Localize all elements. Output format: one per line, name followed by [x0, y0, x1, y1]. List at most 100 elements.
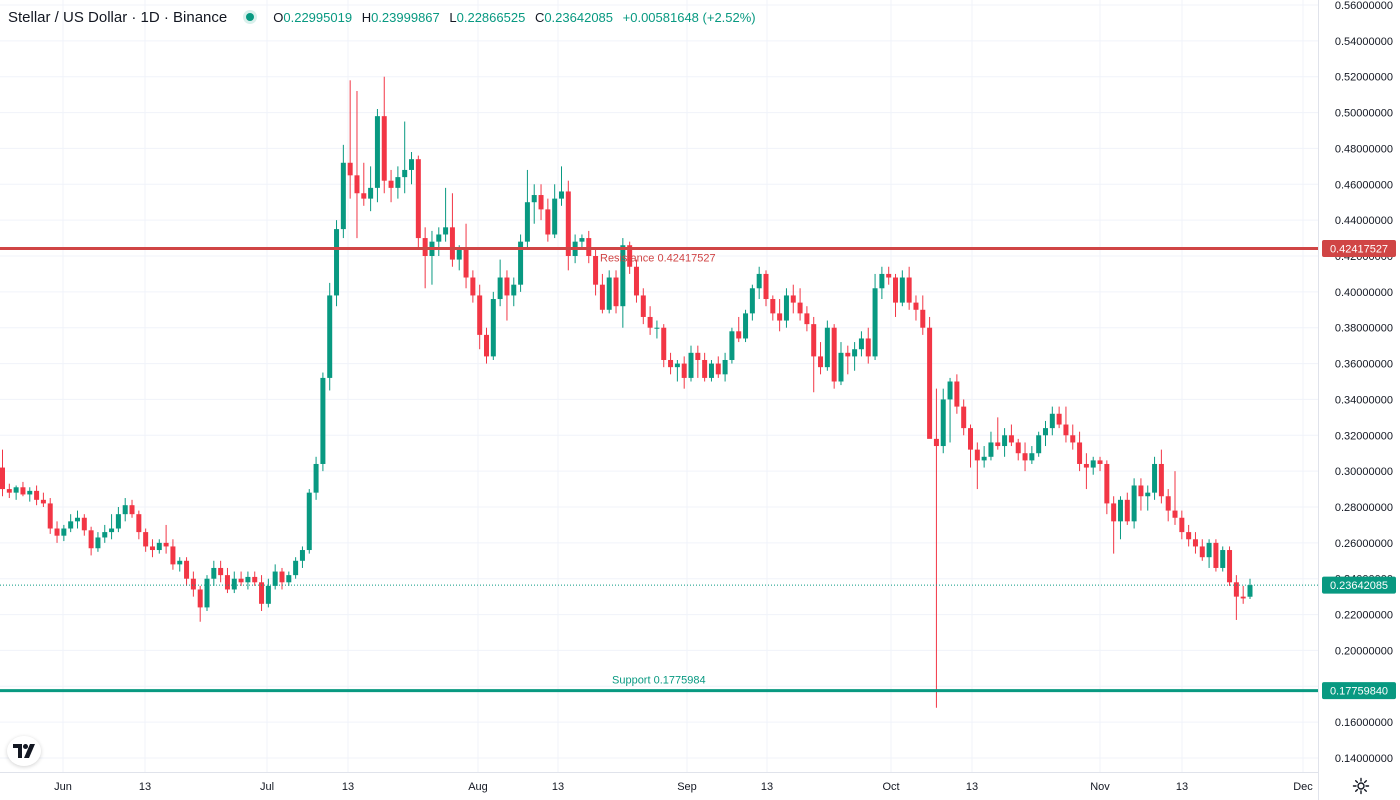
candle: [115, 507, 121, 533]
candle-body: [20, 487, 26, 495]
candle: [1049, 406, 1055, 436]
candle-body: [354, 175, 360, 194]
candle-body: [633, 266, 639, 296]
candle: [654, 320, 660, 339]
candle-body: [40, 499, 46, 504]
gear-icon[interactable]: [1352, 777, 1370, 795]
candle: [790, 284, 796, 314]
candle-body: [558, 191, 564, 199]
candle-body: [436, 234, 442, 242]
candle: [824, 320, 830, 371]
candle-body: [715, 363, 721, 375]
candle: [1042, 420, 1048, 447]
candle-body: [920, 309, 926, 328]
candle-body: [1179, 517, 1185, 533]
price-tick-label: 0.50000000: [1335, 108, 1393, 120]
candle-body: [736, 331, 742, 339]
candle: [190, 571, 196, 597]
candle: [1124, 492, 1130, 525]
candle: [940, 388, 946, 454]
candle-body: [395, 177, 401, 188]
candle: [756, 266, 762, 300]
candle: [1145, 485, 1151, 511]
candle: [749, 284, 755, 321]
high-value: 0.23999867: [371, 9, 440, 25]
candle-body: [122, 505, 128, 515]
candle-body: [620, 245, 626, 307]
candle-body: [102, 532, 108, 538]
low-value: 0.22866525: [456, 9, 526, 25]
candle: [518, 234, 524, 292]
candle-body: [722, 359, 728, 375]
candle-body: [306, 492, 312, 551]
candle-body: [531, 195, 537, 203]
candle: [647, 306, 653, 335]
time-tick-label: 13: [552, 781, 564, 793]
time-tick-label: Nov: [1090, 781, 1110, 793]
candle: [981, 446, 987, 468]
time-tick-label: 13: [342, 781, 354, 793]
candle-body: [1042, 428, 1048, 436]
candle: [1070, 424, 1076, 450]
candle-body: [749, 288, 755, 314]
candle: [886, 266, 892, 285]
candle-body: [136, 514, 142, 533]
candle: [688, 345, 694, 382]
candle-body: [1138, 485, 1144, 497]
candle: [831, 324, 837, 389]
candle: [218, 560, 224, 583]
candle: [674, 359, 680, 382]
price-tick-label: 0.20000000: [1335, 645, 1393, 657]
candle-body: [1117, 499, 1123, 522]
candle: [852, 342, 858, 371]
candle-body: [674, 363, 680, 368]
candle: [136, 510, 142, 540]
tradingview-logo-glyph: [13, 744, 35, 758]
candle-body: [1015, 442, 1021, 454]
candle-body: [115, 514, 121, 529]
candle-body: [1124, 499, 1130, 522]
candlestick-series: [0, 76, 1253, 708]
price-axis[interactable]: 0.56000000 0.54000000 0.52000000 0.50000000…: [1335, 0, 1393, 765]
time-axis[interactable]: Jun 13 Jul 13 Aug 13 Sep 13 Oct 13 Nov 13 Dec: [54, 781, 1313, 793]
candle: [156, 539, 162, 554]
candle: [599, 273, 605, 314]
candle-body: [899, 277, 905, 303]
candle-body: [1070, 435, 1076, 443]
candle: [538, 184, 544, 221]
candle-body: [886, 273, 892, 278]
candle: [224, 567, 230, 594]
candle-body: [1131, 485, 1137, 522]
candle-body: [668, 359, 674, 368]
candle-body: [640, 295, 646, 317]
candle: [961, 399, 967, 436]
candle: [443, 187, 449, 242]
candle: [1077, 431, 1083, 472]
candle: [954, 374, 960, 414]
candle: [259, 575, 265, 611]
candle: [1029, 446, 1035, 464]
candle-body: [313, 463, 319, 493]
candle: [1213, 539, 1219, 572]
time-tick-label: Aug: [468, 781, 488, 793]
market-status-icon[interactable]: [243, 10, 258, 24]
candle: [811, 316, 817, 393]
candle-body: [524, 202, 530, 242]
candle: [865, 327, 871, 364]
candle-body: [1111, 503, 1117, 522]
ohlc-values: O0.22995019 H0.23999867 L0.22866525 C0.2…: [273, 10, 761, 25]
candle-body: [927, 327, 933, 439]
time-tick-label: 13: [1176, 781, 1188, 793]
tradingview-logo-icon[interactable]: [7, 736, 41, 766]
candle-body: [988, 442, 994, 457]
candle-body: [1036, 435, 1042, 454]
candle-body: [211, 567, 217, 579]
candle: [490, 291, 496, 360]
candle-body: [865, 338, 871, 357]
candle-body: [1213, 542, 1219, 568]
candle-body: [1186, 532, 1192, 540]
candle-body: [340, 162, 346, 230]
symbol-title[interactable]: Stellar / US Dollar · 1D · Binance: [8, 8, 228, 26]
low-label: L: [449, 9, 457, 25]
